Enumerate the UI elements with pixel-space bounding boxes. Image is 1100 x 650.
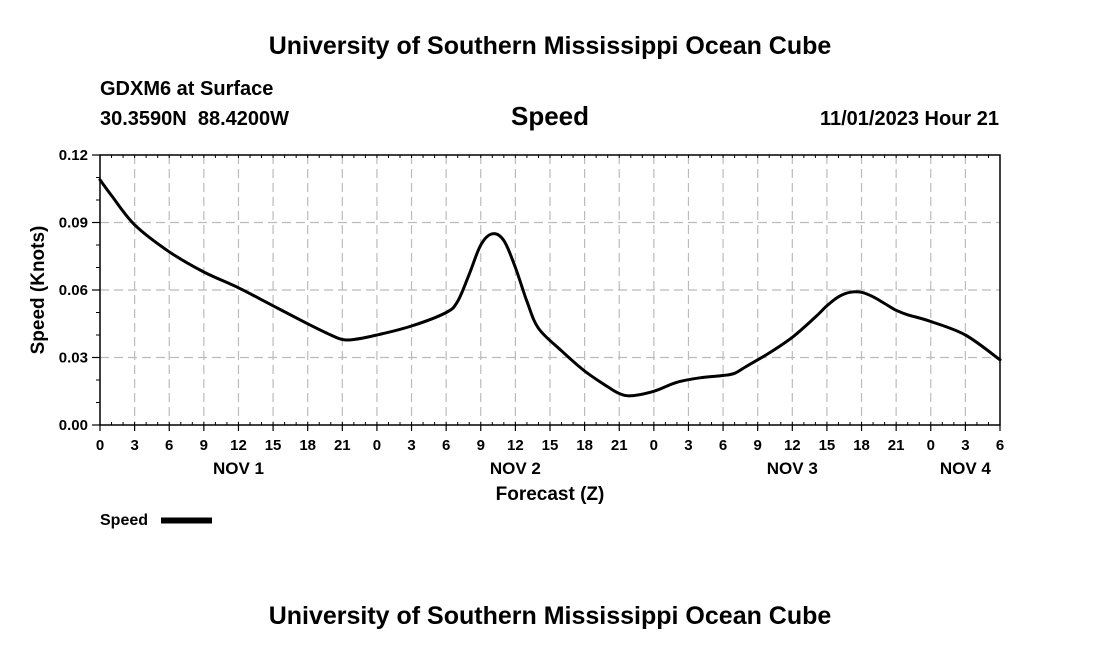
x-tick-label: 0 xyxy=(650,437,658,454)
x-tick-label: 6 xyxy=(719,437,727,454)
x-tick-label: 15 xyxy=(542,437,559,454)
y-tick-label: 0.00 xyxy=(59,417,88,434)
footer-title: University of Southern Mississippi Ocean… xyxy=(269,602,832,630)
x-tick-label: 9 xyxy=(754,437,762,454)
x-tick-label: 3 xyxy=(407,437,415,454)
day-label: NOV 4 xyxy=(940,459,992,478)
x-tick-label: 15 xyxy=(265,437,282,454)
x-tick-label: 3 xyxy=(684,437,692,454)
day-label: NOV 1 xyxy=(213,459,264,478)
grid-lines xyxy=(100,155,1000,425)
x-tick-label: 0 xyxy=(373,437,381,454)
y-tick-label: 0.09 xyxy=(59,215,88,232)
y-tick-label: 0.12 xyxy=(59,147,88,164)
day-label: NOV 3 xyxy=(767,459,818,478)
variable-title: Speed xyxy=(511,101,589,131)
x-tick-label: 12 xyxy=(230,437,247,454)
y-axis-ticks: 0.00 0.03 0.06 0.09 0.12 xyxy=(59,147,100,434)
x-tick-label: 18 xyxy=(576,437,593,454)
y-tick-label: 0.06 xyxy=(59,282,88,299)
x-tick-label: 0 xyxy=(96,437,104,454)
day-label: NOV 2 xyxy=(490,459,541,478)
x-tick-label: 15 xyxy=(819,437,836,454)
x-tick-label: 3 xyxy=(961,437,969,454)
x-tick-label: 21 xyxy=(888,437,905,454)
station-label: GDXM6 at Surface xyxy=(100,78,273,100)
y-axis-label: Speed (Knots) xyxy=(28,226,49,355)
plot-frame xyxy=(99,154,1001,426)
day-labels: NOV 1 NOV 2 NOV 3 NOV 4 xyxy=(213,459,991,478)
series-group xyxy=(98,178,1002,398)
x-axis-label: Forecast (Z) xyxy=(496,484,605,505)
x-tick-label: 18 xyxy=(299,437,316,454)
x-tick-label: 0 xyxy=(927,437,935,454)
y-tick-label: 0.03 xyxy=(59,350,88,367)
x-tick-label: 18 xyxy=(853,437,870,454)
series-line-speed xyxy=(98,178,1002,398)
x-tick-label: 12 xyxy=(784,437,801,454)
x-tick-label: 6 xyxy=(442,437,450,454)
x-tick-label: 3 xyxy=(130,437,138,454)
x-tick-label: 6 xyxy=(996,437,1004,454)
x-tick-label: 9 xyxy=(200,437,208,454)
x-tick-label: 6 xyxy=(165,437,173,454)
x-tick-label: 21 xyxy=(611,437,628,454)
x-tick-label: 21 xyxy=(334,437,351,454)
x-tick-label: 9 xyxy=(477,437,485,454)
x-tick-label: 12 xyxy=(507,437,524,454)
chart-title: University of Southern Mississippi Ocean… xyxy=(269,32,832,60)
legend-label: Speed xyxy=(100,512,148,529)
run-time-label: 11/01/2023 Hour 21 xyxy=(820,108,999,130)
coordinates-label: 30.3590N 88.4200W xyxy=(100,108,289,130)
